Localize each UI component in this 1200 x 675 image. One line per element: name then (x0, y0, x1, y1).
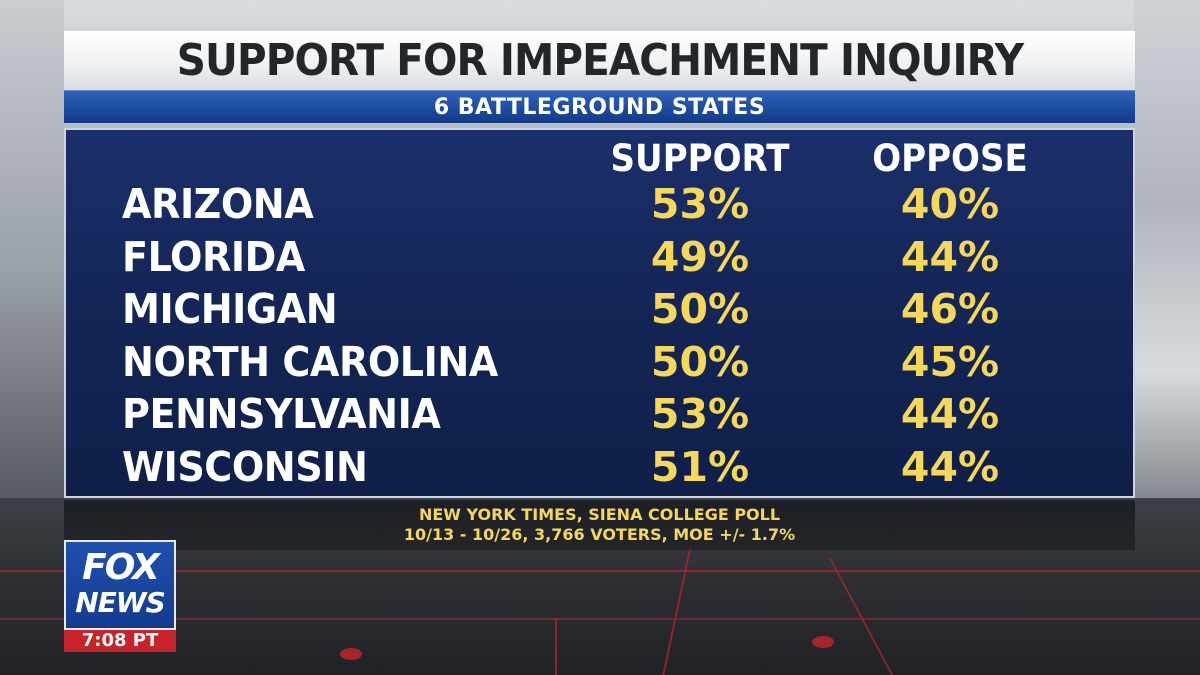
subtitle-bar: 6 BATTLEGROUND STATES (64, 90, 1135, 123)
row-support-value: 51% (650, 442, 750, 491)
floor-light (340, 648, 362, 660)
row-state-label: ARIZONA (122, 180, 314, 228)
row-state-label: WISCONSIN (122, 442, 368, 491)
row-oppose-value: 44% (900, 232, 1000, 281)
fox-news-logo: FOX NEWS (64, 540, 176, 630)
row-support-value: 53% (650, 390, 750, 438)
source-line-2: 10/13 - 10/26, 3,766 VOTERS, MOE +/- 1.7… (403, 525, 796, 544)
title-bar: SUPPORT FOR IMPEACHMENT INQUIRY (64, 31, 1135, 90)
row-oppose-value: 40% (900, 180, 1000, 228)
floor-line (555, 618, 557, 675)
row-state-label: PENNSYLVANIA (122, 390, 441, 438)
row-support-value: 49% (650, 232, 750, 281)
row-state-label: MICHIGAN (122, 285, 338, 333)
floor-line (828, 558, 894, 675)
floor-line (662, 546, 692, 675)
row-state-label: NORTH CAROLINA (122, 337, 498, 386)
column-header-oppose: OPPOSE (872, 137, 1028, 180)
poll-table-panel (64, 128, 1135, 498)
row-support-value: 50% (650, 337, 750, 386)
row-state-label: FLORIDA (122, 232, 305, 281)
column-header-support: SUPPORT (610, 137, 790, 180)
time-display: 7:08 PT (64, 630, 176, 652)
chart-title: SUPPORT FOR IMPEACHMENT INQUIRY (176, 35, 1023, 86)
floor-line (0, 570, 1200, 572)
row-oppose-value: 44% (900, 390, 1000, 438)
floor-light (812, 636, 834, 648)
chart-subtitle: 6 BATTLEGROUND STATES (433, 94, 766, 120)
row-oppose-value: 44% (900, 442, 1000, 491)
logo-fox-text: FOX (82, 547, 160, 588)
logo-news-text: NEWS (75, 586, 166, 619)
row-support-value: 53% (650, 180, 750, 228)
row-oppose-value: 46% (900, 285, 1000, 333)
source-line-1: NEW YORK TIMES, SIENA COLLEGE POLL (418, 505, 781, 524)
floor-line (0, 618, 1200, 620)
row-support-value: 50% (650, 285, 750, 333)
source-strip: NEW YORK TIMES, SIENA COLLEGE POLL 10/13… (64, 500, 1135, 550)
row-oppose-value: 45% (900, 337, 1000, 386)
